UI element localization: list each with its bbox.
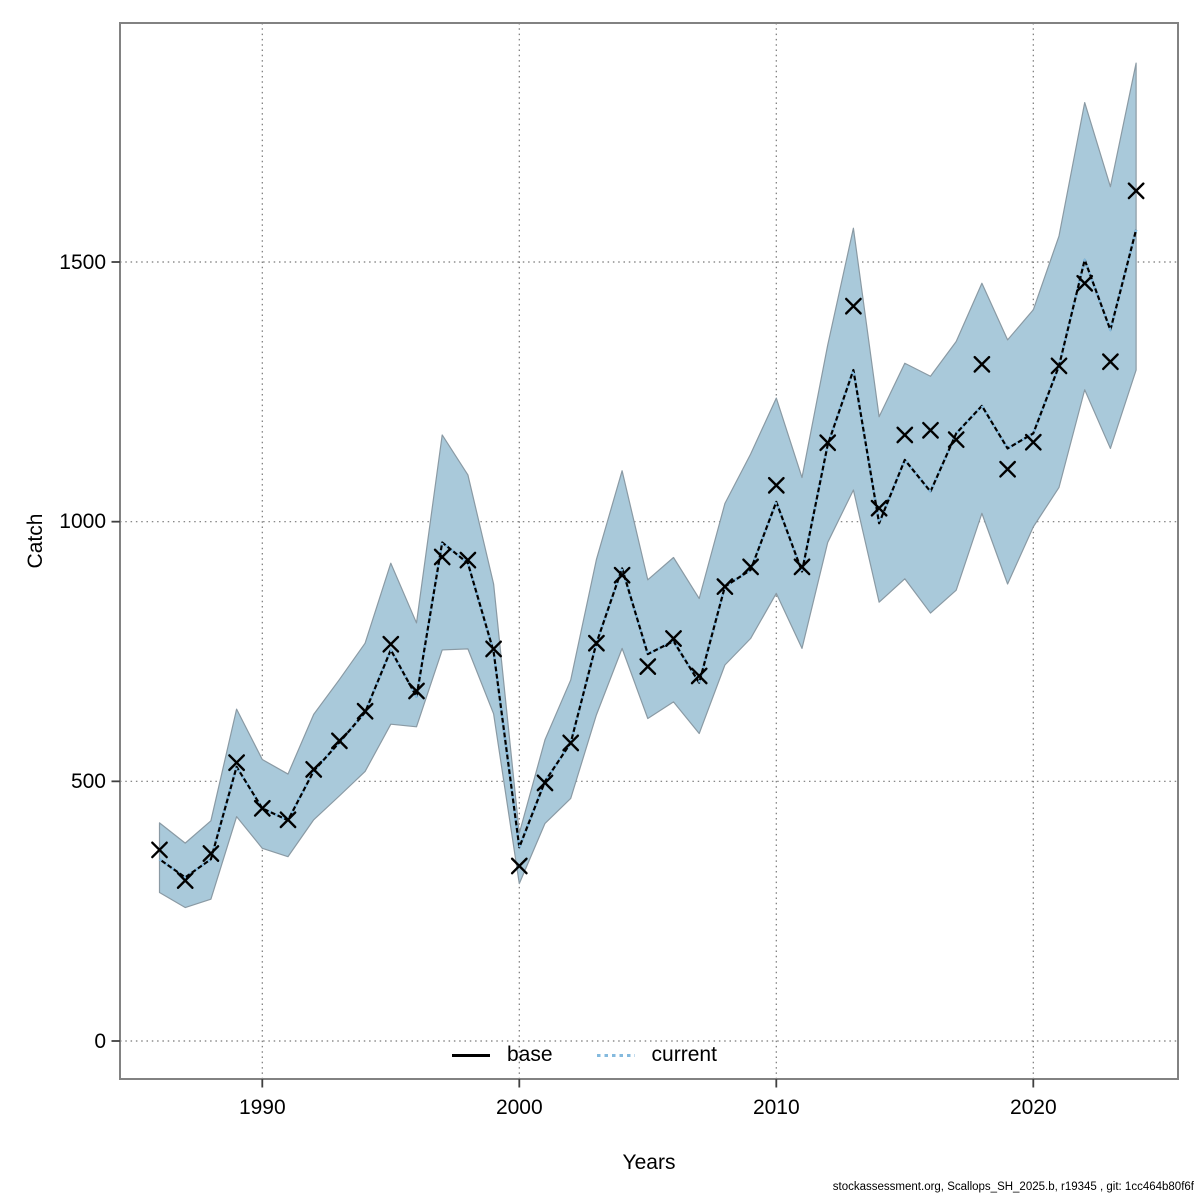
- observation-marker: [690, 667, 708, 685]
- observation-marker: [459, 551, 477, 569]
- observation-marker: [1127, 182, 1145, 200]
- observation-marker: [1050, 357, 1068, 375]
- y-tick-label: 1000: [59, 510, 106, 534]
- observation-marker: [176, 872, 194, 889]
- current-line: [158, 229, 1138, 879]
- observation-marker: [973, 355, 991, 373]
- plot-frame: [119, 22, 1179, 1080]
- observation-marker: [922, 421, 939, 439]
- observation-marker: [742, 558, 759, 576]
- observation-marker: [253, 799, 271, 817]
- observation-marker: [485, 640, 502, 658]
- observation-marker: [305, 760, 323, 778]
- footer-citation: stockassessment.org, Scallops_SH_2025.b,…: [832, 1181, 1194, 1193]
- observation-marker: [536, 774, 554, 792]
- base-line-swatch: [452, 1053, 490, 1057]
- observation-marker: [356, 702, 374, 720]
- legend: base current: [452, 1043, 717, 1067]
- observation-marker: [947, 431, 965, 449]
- observation-marker: [1024, 433, 1042, 451]
- x-axis-title: Years: [622, 1151, 676, 1174]
- observation-marker: [562, 734, 580, 752]
- observation-marker: [1102, 353, 1119, 371]
- observation-marker: [819, 434, 837, 452]
- observation-marker: [331, 732, 348, 750]
- y-tick-label: 0: [94, 1029, 106, 1053]
- confidence-band: [158, 62, 1137, 909]
- current-line-swatch: [596, 1053, 635, 1057]
- observation-marker: [613, 566, 631, 584]
- x-tick-label: 1990: [238, 1096, 286, 1119]
- legend-label-base: base: [507, 1043, 553, 1066]
- observation-marker: [382, 635, 400, 653]
- observation-marker: [870, 499, 888, 517]
- x-tick-label: 2020: [1009, 1096, 1057, 1119]
- observation-marker: [151, 841, 168, 859]
- observation-marker: [433, 548, 451, 566]
- observation-marker: [716, 578, 734, 595]
- legend-label-current: current: [651, 1043, 717, 1066]
- observation-marker: [999, 460, 1016, 478]
- observation-marker: [408, 682, 425, 700]
- observation-marker: [767, 476, 785, 494]
- observation-marker: [588, 634, 605, 652]
- y-tick-label: 1500: [59, 250, 106, 274]
- observation-marker: [228, 754, 245, 772]
- legend-item-current: current: [596, 1043, 717, 1067]
- observation-marker: [665, 630, 682, 647]
- observation-marker: [202, 845, 220, 862]
- observation-marker: [510, 857, 528, 875]
- legend-item-base: base: [452, 1043, 553, 1067]
- observation-marker: [1076, 274, 1094, 292]
- observation-marker: [279, 811, 297, 829]
- x-tick-label: 2010: [752, 1096, 800, 1119]
- observation-marker: [896, 426, 914, 444]
- observation-marker: [793, 558, 811, 576]
- observation-marker: [639, 658, 657, 675]
- observation-marker: [845, 297, 862, 315]
- x-tick-label: 2000: [495, 1096, 543, 1119]
- y-axis-title: Catch: [24, 513, 47, 569]
- y-tick-label: 500: [70, 769, 106, 793]
